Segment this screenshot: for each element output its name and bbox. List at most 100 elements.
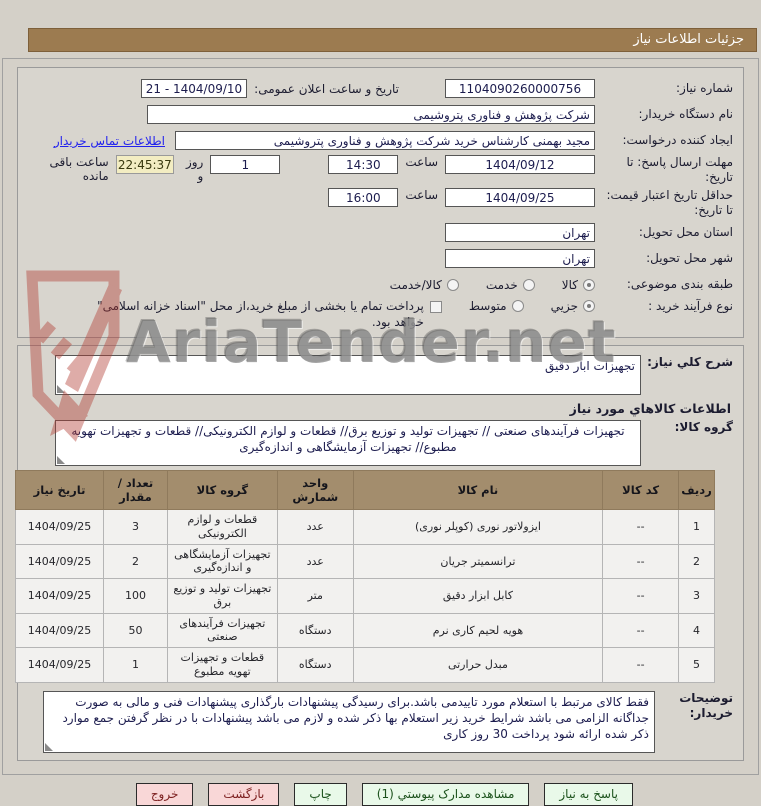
general-info-panel: شماره نیاز: تاریخ و ساعت اعلان عمومی: نا…: [17, 67, 744, 339]
page-title: جزئیات اطلاعات نیاز: [28, 28, 757, 52]
deadline-date-input[interactable]: [445, 155, 595, 174]
goods-table-header-row: ردیف کد کالا نام کالا واحد شمارش گروه کا…: [15, 470, 715, 511]
exit-button[interactable]: خروج: [135, 782, 194, 806]
cell-item-name: مبدل حرارتی: [352, 647, 604, 683]
need-description-textarea[interactable]: تجهیزات ابار دقیق: [55, 355, 641, 396]
deadline-time-input[interactable]: [328, 155, 399, 174]
subject-category-label: طبقه بندی موضوعی:: [626, 277, 733, 291]
service-radio[interactable]: [522, 278, 535, 291]
col-quantity: تعداد / مقدار: [103, 470, 168, 511]
col-item-code: کد کالا: [602, 470, 680, 511]
cell-item-code: --: [602, 543, 680, 580]
service-radio-label: خدمت: [485, 277, 518, 292]
cell-row-number: 5: [678, 647, 715, 683]
cell-item-group: قطعات و لوازم الکترونیکی: [166, 509, 278, 545]
goods-service-radio-label: کالا/خدمت: [389, 277, 442, 292]
cell-quantity: 2: [103, 543, 168, 580]
goods-panel: شرح کلي نیاز: تجهیزات ابار دقیق اطلاعات …: [15, 345, 744, 761]
content-container: شماره نیاز: تاریخ و ساعت اعلان عمومی: نا…: [2, 58, 759, 775]
respond-button[interactable]: پاسخ به نیاز: [544, 782, 633, 806]
province-label: استان محل تحویل:: [638, 225, 733, 239]
goods-group-row: گروه کالا: تجهیزات فرآیندهای صنعتی // تج…: [28, 420, 733, 467]
deadline-label: مهلت ارسال پاسخ: تا تاریخ:: [626, 155, 733, 184]
deadline-hour-label: ساعت: [405, 155, 438, 169]
price-validity-row: حداقل تاریخ اعتبار قیمت: تا تاریخ: ساعت: [28, 188, 733, 218]
cell-unit: دستگاه: [276, 647, 354, 683]
cell-row-number: 1: [678, 509, 715, 545]
table-row: 4 -- هویه لحیم کاری نرم دستگاه تجهیزات ف…: [15, 612, 715, 649]
buyer-contact-link[interactable]: اطلاعات تماس خریدار: [53, 133, 165, 148]
cell-item-code: --: [602, 578, 680, 614]
buyer-notes-label: توضیحات خریدار:: [679, 690, 733, 720]
buyer-org-row: نام دستگاه خریدار:: [28, 103, 733, 126]
category-option-goods-service: کالا/خدمت: [390, 278, 459, 292]
cell-item-name: هویه لحیم کاری نرم: [352, 612, 604, 649]
table-row: 2 -- ترانسمیتر جریان عدد تجهیزات آزمایشگ…: [15, 543, 715, 580]
treasury-option: پرداخت تمام یا بخشی از مبلغ خرید،از محل …: [64, 299, 442, 330]
requester-label: ایجاد کننده درخواست:: [622, 133, 733, 147]
subject-category-row: طبقه بندی موضوعی: کالا خدمت کالا/خدمت: [28, 273, 733, 296]
goods-table: ردیف کد کالا نام کالا واحد شمارش گروه کا…: [15, 470, 715, 683]
cell-quantity: 50: [103, 612, 168, 649]
province-row: استان محل تحویل:: [28, 221, 733, 244]
need-description-row: شرح کلي نیاز: تجهیزات ابار دقیق: [28, 355, 733, 396]
requester-input[interactable]: [175, 131, 595, 150]
category-option-goods: کالا: [562, 278, 595, 292]
validity-time-input[interactable]: [328, 188, 399, 207]
city-row: شهر محل تحویل:: [28, 247, 733, 270]
medium-radio[interactable]: [511, 300, 524, 312]
process-option-medium: متوسط: [469, 299, 524, 313]
cell-item-code: --: [602, 647, 680, 683]
cell-item-group: قطعات و تجهیزات تهویه مطبوع: [166, 647, 278, 683]
cell-item-code: --: [602, 612, 680, 649]
treasury-checkbox-label: پرداخت تمام یا بخشی از مبلغ خرید،از محل …: [97, 299, 424, 329]
print-button[interactable]: چاپ: [294, 782, 347, 806]
col-row-number: ردیف: [678, 470, 715, 511]
category-option-service: خدمت: [486, 278, 535, 292]
buyer-notes-textarea[interactable]: فقط کالای مرتبط با استعلام مورد تاییدمی …: [43, 690, 655, 753]
goods-group-textarea[interactable]: تجهیزات فرآیندهای صنعتی // تجهیزات تولید…: [55, 420, 641, 467]
validity-label: حداقل تاریخ اعتبار قیمت: تا تاریخ:: [606, 188, 733, 217]
buyer-notes-row: توضیحات خریدار: فقط کالای مرتبط با استعل…: [28, 690, 733, 753]
cell-need-date: 1404/09/25: [15, 578, 104, 614]
purchase-process-row: نوع فرآیند خرید : جزیي متوسط پرداخت تمام…: [28, 299, 733, 330]
cell-need-date: 1404/09/25: [15, 509, 104, 545]
cell-quantity: 1: [103, 647, 168, 683]
validity-date-input[interactable]: [445, 188, 595, 207]
cell-unit: متر: [276, 578, 354, 614]
province-input[interactable]: [445, 223, 595, 242]
cell-item-group: تجهیزات تولید و توزیع برق: [166, 578, 278, 614]
need-description-label: شرح کلي نیاز:: [647, 355, 733, 370]
goods-radio[interactable]: [583, 278, 595, 291]
col-unit: واحد شمارش: [276, 470, 354, 511]
city-input[interactable]: [445, 249, 595, 268]
buyer-org-input[interactable]: [147, 105, 595, 124]
back-button[interactable]: بازگشت: [208, 782, 280, 806]
cell-item-name: ترانسمیتر جریان: [352, 543, 604, 580]
cell-row-number: 4: [678, 612, 715, 649]
table-row: 5 -- مبدل حرارتی دستگاه قطعات و تجهیزات …: [15, 647, 715, 683]
remaining-days-input[interactable]: [210, 155, 281, 174]
cell-quantity: 3: [103, 509, 168, 545]
treasury-checkbox[interactable]: [429, 301, 442, 313]
requester-row: ایجاد کننده درخواست: اطلاعات تماس خریدار: [28, 129, 733, 152]
cell-item-group: تجهیزات فرآیندهای صنعتی: [166, 612, 278, 649]
minor-radio[interactable]: [583, 300, 595, 312]
tender-detail-page: { "header": { "title": "جزئیات اطلاعات ن…: [0, 28, 761, 806]
cell-item-group: تجهیزات آزمایشگاهی و اندازه‌گیری: [166, 543, 278, 580]
goods-info-heading: اطلاعات کالاهاي مورد نیاز: [569, 401, 731, 417]
goods-service-radio[interactable]: [446, 278, 459, 291]
need-number-input[interactable]: [445, 79, 595, 98]
process-option-minor: جزیي: [551, 299, 595, 313]
cell-unit: دستگاه: [276, 612, 354, 649]
view-attachments-button[interactable]: مشاهده مدارک پیوستي (1): [361, 782, 530, 806]
validity-hour-label: ساعت: [405, 188, 438, 202]
cell-need-date: 1404/09/25: [15, 612, 104, 649]
remaining-label: ساعت باقی مانده: [49, 155, 109, 183]
city-label: شهر محل تحویل:: [646, 251, 733, 265]
cell-row-number: 3: [678, 578, 715, 614]
buyer-org-label: نام دستگاه خریدار:: [638, 107, 734, 121]
cell-item-code: --: [602, 509, 680, 545]
cell-item-name: کابل ابزار دقیق: [352, 578, 604, 614]
announce-datetime-input[interactable]: [141, 79, 248, 98]
